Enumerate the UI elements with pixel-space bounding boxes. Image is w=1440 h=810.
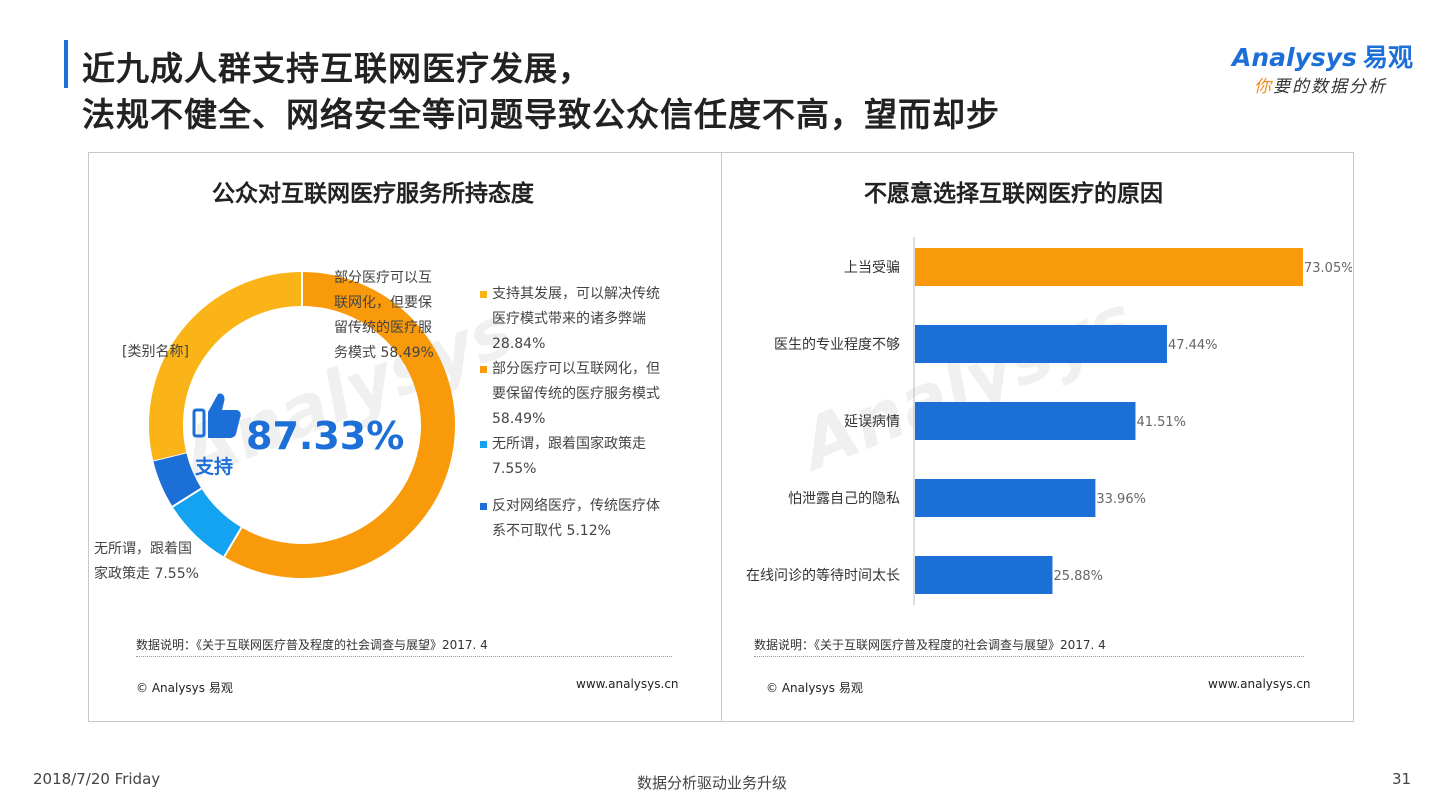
slice-label-support: [类别名称]: [122, 344, 189, 360]
bar: [915, 556, 1053, 594]
left-source-note: 数据说明：《关于互联网医疗普及程度的社会调查与展望》2017. 4: [136, 638, 488, 652]
donut-slice-separator: [223, 526, 243, 558]
value-label: 47.44%: [1168, 338, 1218, 353]
legend-swatch: [480, 366, 487, 373]
left-copyright: © Analysys 易观: [136, 681, 233, 695]
category-label: 怕泄露自己的隐私: [788, 491, 900, 507]
legend-item: 支持其发展，可以解决传统医疗模式带来的诸多弊端 28.84%: [480, 282, 670, 357]
brand-tagline-first: 你: [1254, 77, 1273, 97]
page-number: 31: [1392, 770, 1412, 788]
reasons-bar-chart: 上当受骗 73.05% 医生的专业程度不够 47.44% 延误病情 41.51% 怕泄露自己…: [746, 237, 1352, 605]
legend-text: 反对网络医疗，传统医疗体系不可取代 5.12%: [492, 498, 660, 539]
slice-label-partial-line: 联网化，但要保: [334, 295, 432, 311]
slice-label-indifferent-line: 家政策走 7.55%: [94, 566, 199, 582]
right-website-link[interactable]: www.analysys.cn: [1208, 677, 1311, 691]
footer-slogan: 数据分析驱动业务升级: [637, 774, 788, 792]
footer-date: 2018/7/20 Friday: [33, 770, 161, 788]
title-accent-bar: [64, 40, 68, 88]
attitude-legend: 支持其发展，可以解决传统医疗模式带来的诸多弊端 28.84% 部分医疗可以互联网…: [480, 282, 670, 544]
legend-item: 部分医疗可以互联网化，但要保留传统的医疗服务模式 58.49%: [480, 357, 670, 432]
bar: [915, 248, 1303, 286]
donut-slice: [149, 272, 303, 462]
support-total-value: 87.33%: [246, 414, 405, 458]
category-label: 延误病情: [844, 414, 900, 430]
slice-label-partial: 部分医疗可以互 联网化，但要保 留传统的医疗服 务模式 58.49%: [334, 266, 434, 366]
value-label: 73.05%: [1304, 261, 1352, 276]
donut-slice: [172, 488, 242, 557]
brand-logo-cn: 易观: [1362, 43, 1413, 72]
attitude-chart-title: 公众对互联网医疗服务所持态度: [212, 181, 534, 207]
left-website-link[interactable]: www.analysys.cn: [576, 677, 679, 691]
brand-logo: Analysys 易观: [1232, 38, 1413, 74]
left-divider: [136, 656, 672, 657]
attitude-donut-chart: [149, 272, 455, 578]
reasons-chart-title: 不愿意选择互联网医疗的原因: [864, 181, 1163, 207]
slice-label-partial-line: 留传统的医疗服: [334, 320, 432, 336]
legend-swatch: [480, 441, 487, 448]
thumbs-up-icon: [192, 393, 241, 438]
slice-label-indifferent-line: 无所谓，跟着国: [94, 541, 192, 557]
bar: [915, 325, 1167, 363]
legend-text: 部分医疗可以互联网化，但要保留传统的医疗服务模式 58.49%: [492, 361, 660, 427]
brand-tagline: 你要的数据分析: [1254, 72, 1387, 97]
page-title-line1: 近九成人群支持互联网医疗发展，: [82, 49, 592, 88]
donut-slice-separator: [172, 487, 202, 508]
right-copyright: © Analysys 易观: [766, 681, 863, 695]
brand-tagline-rest: 要的数据分析: [1273, 77, 1387, 97]
bar: [915, 402, 1136, 440]
attitude-panel: [88, 152, 722, 722]
legend-item: 反对网络医疗，传统医疗体系不可取代 5.12%: [480, 494, 670, 544]
category-label: 在线问诊的等待时间太长: [746, 567, 900, 584]
legend-swatch: [480, 503, 487, 510]
value-label: 25.88%: [1053, 569, 1103, 584]
value-label: 33.96%: [1096, 492, 1146, 507]
support-total-label: 支持: [195, 456, 234, 478]
slice-label-partial-line: 部分医疗可以互: [334, 270, 432, 286]
right-source-note: 数据说明：《关于互联网医疗普及程度的社会调查与展望》2017. 4: [754, 638, 1106, 652]
page-title-line2: 法规不健全、网络安全等问题导致公众信任度不高，望而却步: [82, 95, 1000, 134]
legend-swatch: [480, 291, 487, 298]
bar: [915, 479, 1096, 517]
category-label: 上当受骗: [844, 260, 900, 276]
brand-logo-en: Analysys: [1232, 43, 1357, 72]
category-label: 医生的专业程度不够: [774, 337, 900, 353]
slice-label-partial-line: 务模式 58.49%: [334, 345, 434, 361]
legend-text: 无所谓，跟着国家政策走 7.55%: [492, 436, 646, 477]
right-divider: [754, 656, 1304, 657]
legend-text: 支持其发展，可以解决传统医疗模式带来的诸多弊端 28.84%: [492, 286, 660, 352]
legend-item: 无所谓，跟着国家政策走 7.55%: [480, 432, 670, 482]
donut-slice: [224, 272, 455, 578]
value-label: 41.51%: [1136, 415, 1186, 430]
donut-slice: [153, 452, 202, 507]
slice-label-indifferent: 无所谓，跟着国 家政策走 7.55%: [94, 537, 199, 587]
